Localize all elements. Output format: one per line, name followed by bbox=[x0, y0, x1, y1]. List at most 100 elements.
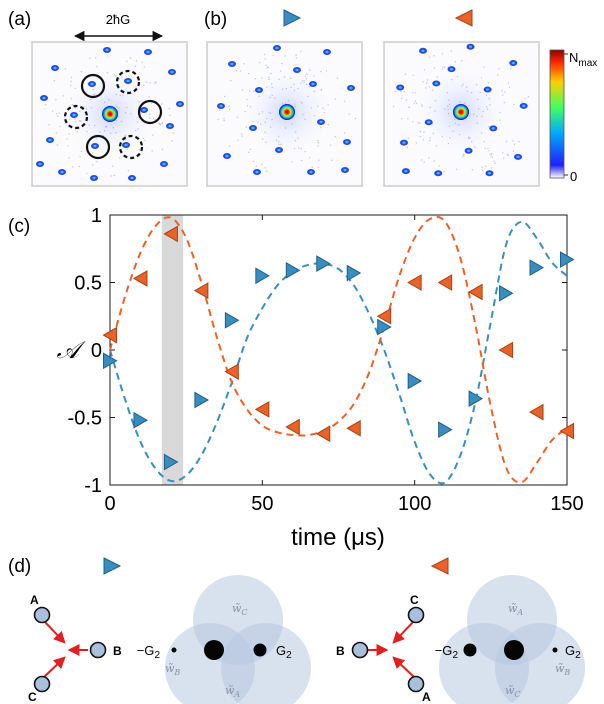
data-point-orange bbox=[285, 418, 300, 436]
g-pos-label-right: G2 bbox=[565, 643, 581, 661]
lattice-right: C B A bbox=[336, 593, 431, 704]
site-a bbox=[33, 606, 51, 624]
site-label-a: A bbox=[30, 593, 39, 607]
triangle-right-icon bbox=[103, 557, 122, 575]
site-c bbox=[33, 675, 51, 693]
data-point-orange bbox=[102, 326, 117, 344]
x-tick-label: 0 bbox=[104, 493, 115, 515]
data-point-blue bbox=[316, 255, 331, 272]
w-right-right: w̃B bbox=[555, 662, 570, 677]
colorbar-min-label: 0 bbox=[570, 169, 577, 184]
site-label-a: A bbox=[422, 690, 431, 704]
solid-ring bbox=[85, 134, 111, 160]
data-point-blue bbox=[438, 421, 453, 439]
overlap-right: −G2 G2 w̃A w̃B w̃C bbox=[435, 575, 585, 704]
overlap-left: −G2 G2 w̃C w̃B w̃A bbox=[137, 575, 311, 704]
shaded-band bbox=[161, 215, 184, 485]
data-point-orange bbox=[407, 274, 422, 291]
site-label-c: C bbox=[28, 690, 37, 704]
site-label-b: B bbox=[113, 644, 122, 658]
site-b bbox=[351, 641, 369, 659]
peak-center bbox=[504, 640, 524, 660]
y-tick-label: 0.5 bbox=[74, 273, 102, 295]
colorbar-gradient bbox=[549, 49, 565, 179]
x-tick-label: 100 bbox=[398, 493, 431, 515]
lattice-left: A B C bbox=[28, 593, 122, 704]
central-peak bbox=[279, 104, 295, 120]
colorbar-max-label: Nmax bbox=[569, 50, 597, 69]
peak-minus-g2 bbox=[171, 647, 177, 653]
data-point-blue bbox=[133, 411, 148, 429]
data-point-blue bbox=[560, 251, 575, 268]
data-point-orange bbox=[376, 307, 392, 325]
data-point-orange bbox=[437, 274, 453, 291]
panel-b2-atoms bbox=[392, 43, 530, 177]
y-tick-label: 0 bbox=[91, 340, 102, 362]
panel-c-chart: 0 50 100 150 1 0.5 0 -0.5 -1 time (μs) 𝒜 bbox=[57, 205, 584, 551]
w-bottom-left: w̃A bbox=[225, 684, 240, 699]
triangle-left-icon bbox=[454, 9, 473, 27]
data-point-orange bbox=[132, 270, 148, 287]
g-pos-label-left: G2 bbox=[276, 643, 292, 661]
site-b bbox=[89, 641, 107, 659]
dashed-ring bbox=[63, 104, 89, 130]
data-point-blue bbox=[163, 453, 179, 471]
central-peak bbox=[102, 106, 118, 122]
data-point-orange bbox=[193, 282, 209, 299]
colorbar: Nmax 0 bbox=[549, 49, 597, 184]
triangle-right-icon bbox=[283, 9, 302, 27]
peak-g2 bbox=[552, 647, 558, 653]
data-point-blue bbox=[285, 261, 301, 279]
data-point-orange bbox=[468, 283, 483, 301]
site-label-b: B bbox=[336, 644, 345, 658]
panel-b1-atoms bbox=[217, 45, 357, 175]
data-point-orange bbox=[346, 419, 361, 437]
g-neg-label-right: −G2 bbox=[435, 643, 459, 661]
y-tick-label: -1 bbox=[84, 475, 102, 497]
peak-minus-g2 bbox=[463, 643, 477, 657]
data-point-blue bbox=[224, 311, 240, 329]
data-point-orange bbox=[254, 401, 270, 418]
panel-a-image: 2ħG bbox=[31, 12, 188, 187]
data-markers bbox=[102, 225, 575, 471]
panel-label-d: (d) bbox=[8, 556, 31, 577]
y-axis-label: 𝒜 bbox=[57, 336, 87, 364]
panel-label-b: (b) bbox=[204, 9, 227, 30]
panel-b-image-2 bbox=[383, 41, 540, 187]
site-a bbox=[407, 675, 425, 693]
g-neg-label-left: −G2 bbox=[137, 643, 161, 661]
w-top-right: w̃A bbox=[508, 602, 523, 617]
central-peak bbox=[453, 104, 469, 120]
data-point-blue bbox=[529, 259, 545, 277]
fit-curves bbox=[109, 215, 568, 485]
site-c bbox=[407, 606, 425, 624]
data-point-blue bbox=[499, 284, 514, 302]
triangle-left-icon bbox=[430, 557, 449, 575]
panel-label-a: (a) bbox=[8, 9, 31, 30]
y-tick-label: 1 bbox=[91, 205, 102, 227]
panel-label-c: (c) bbox=[8, 216, 30, 237]
solid-ring bbox=[137, 99, 163, 125]
scale-label: 2ħG bbox=[106, 12, 131, 27]
w-left-left: w̃B bbox=[165, 662, 180, 677]
data-point-orange bbox=[529, 403, 544, 421]
axis-ticks: 0 50 100 150 1 0.5 0 -0.5 -1 bbox=[68, 205, 584, 515]
peak-g2 bbox=[253, 643, 267, 657]
data-point-blue bbox=[103, 352, 118, 370]
w-bottom-right: w̃C bbox=[505, 684, 521, 699]
peak-center bbox=[204, 640, 224, 660]
data-point-orange bbox=[315, 425, 331, 443]
site-label-c: C bbox=[410, 593, 419, 607]
data-point-blue bbox=[377, 318, 392, 336]
data-point-blue bbox=[194, 391, 209, 409]
w-top-left: w̃C bbox=[232, 602, 248, 617]
x-tick-label: 150 bbox=[550, 493, 583, 515]
panel-b-image-1 bbox=[206, 41, 363, 187]
data-point-blue bbox=[407, 372, 423, 390]
fit-curve-blue bbox=[109, 220, 568, 485]
data-point-orange bbox=[498, 341, 514, 359]
dashed-ring bbox=[115, 69, 141, 95]
data-point-orange bbox=[559, 422, 574, 440]
data-point-blue bbox=[346, 264, 362, 282]
